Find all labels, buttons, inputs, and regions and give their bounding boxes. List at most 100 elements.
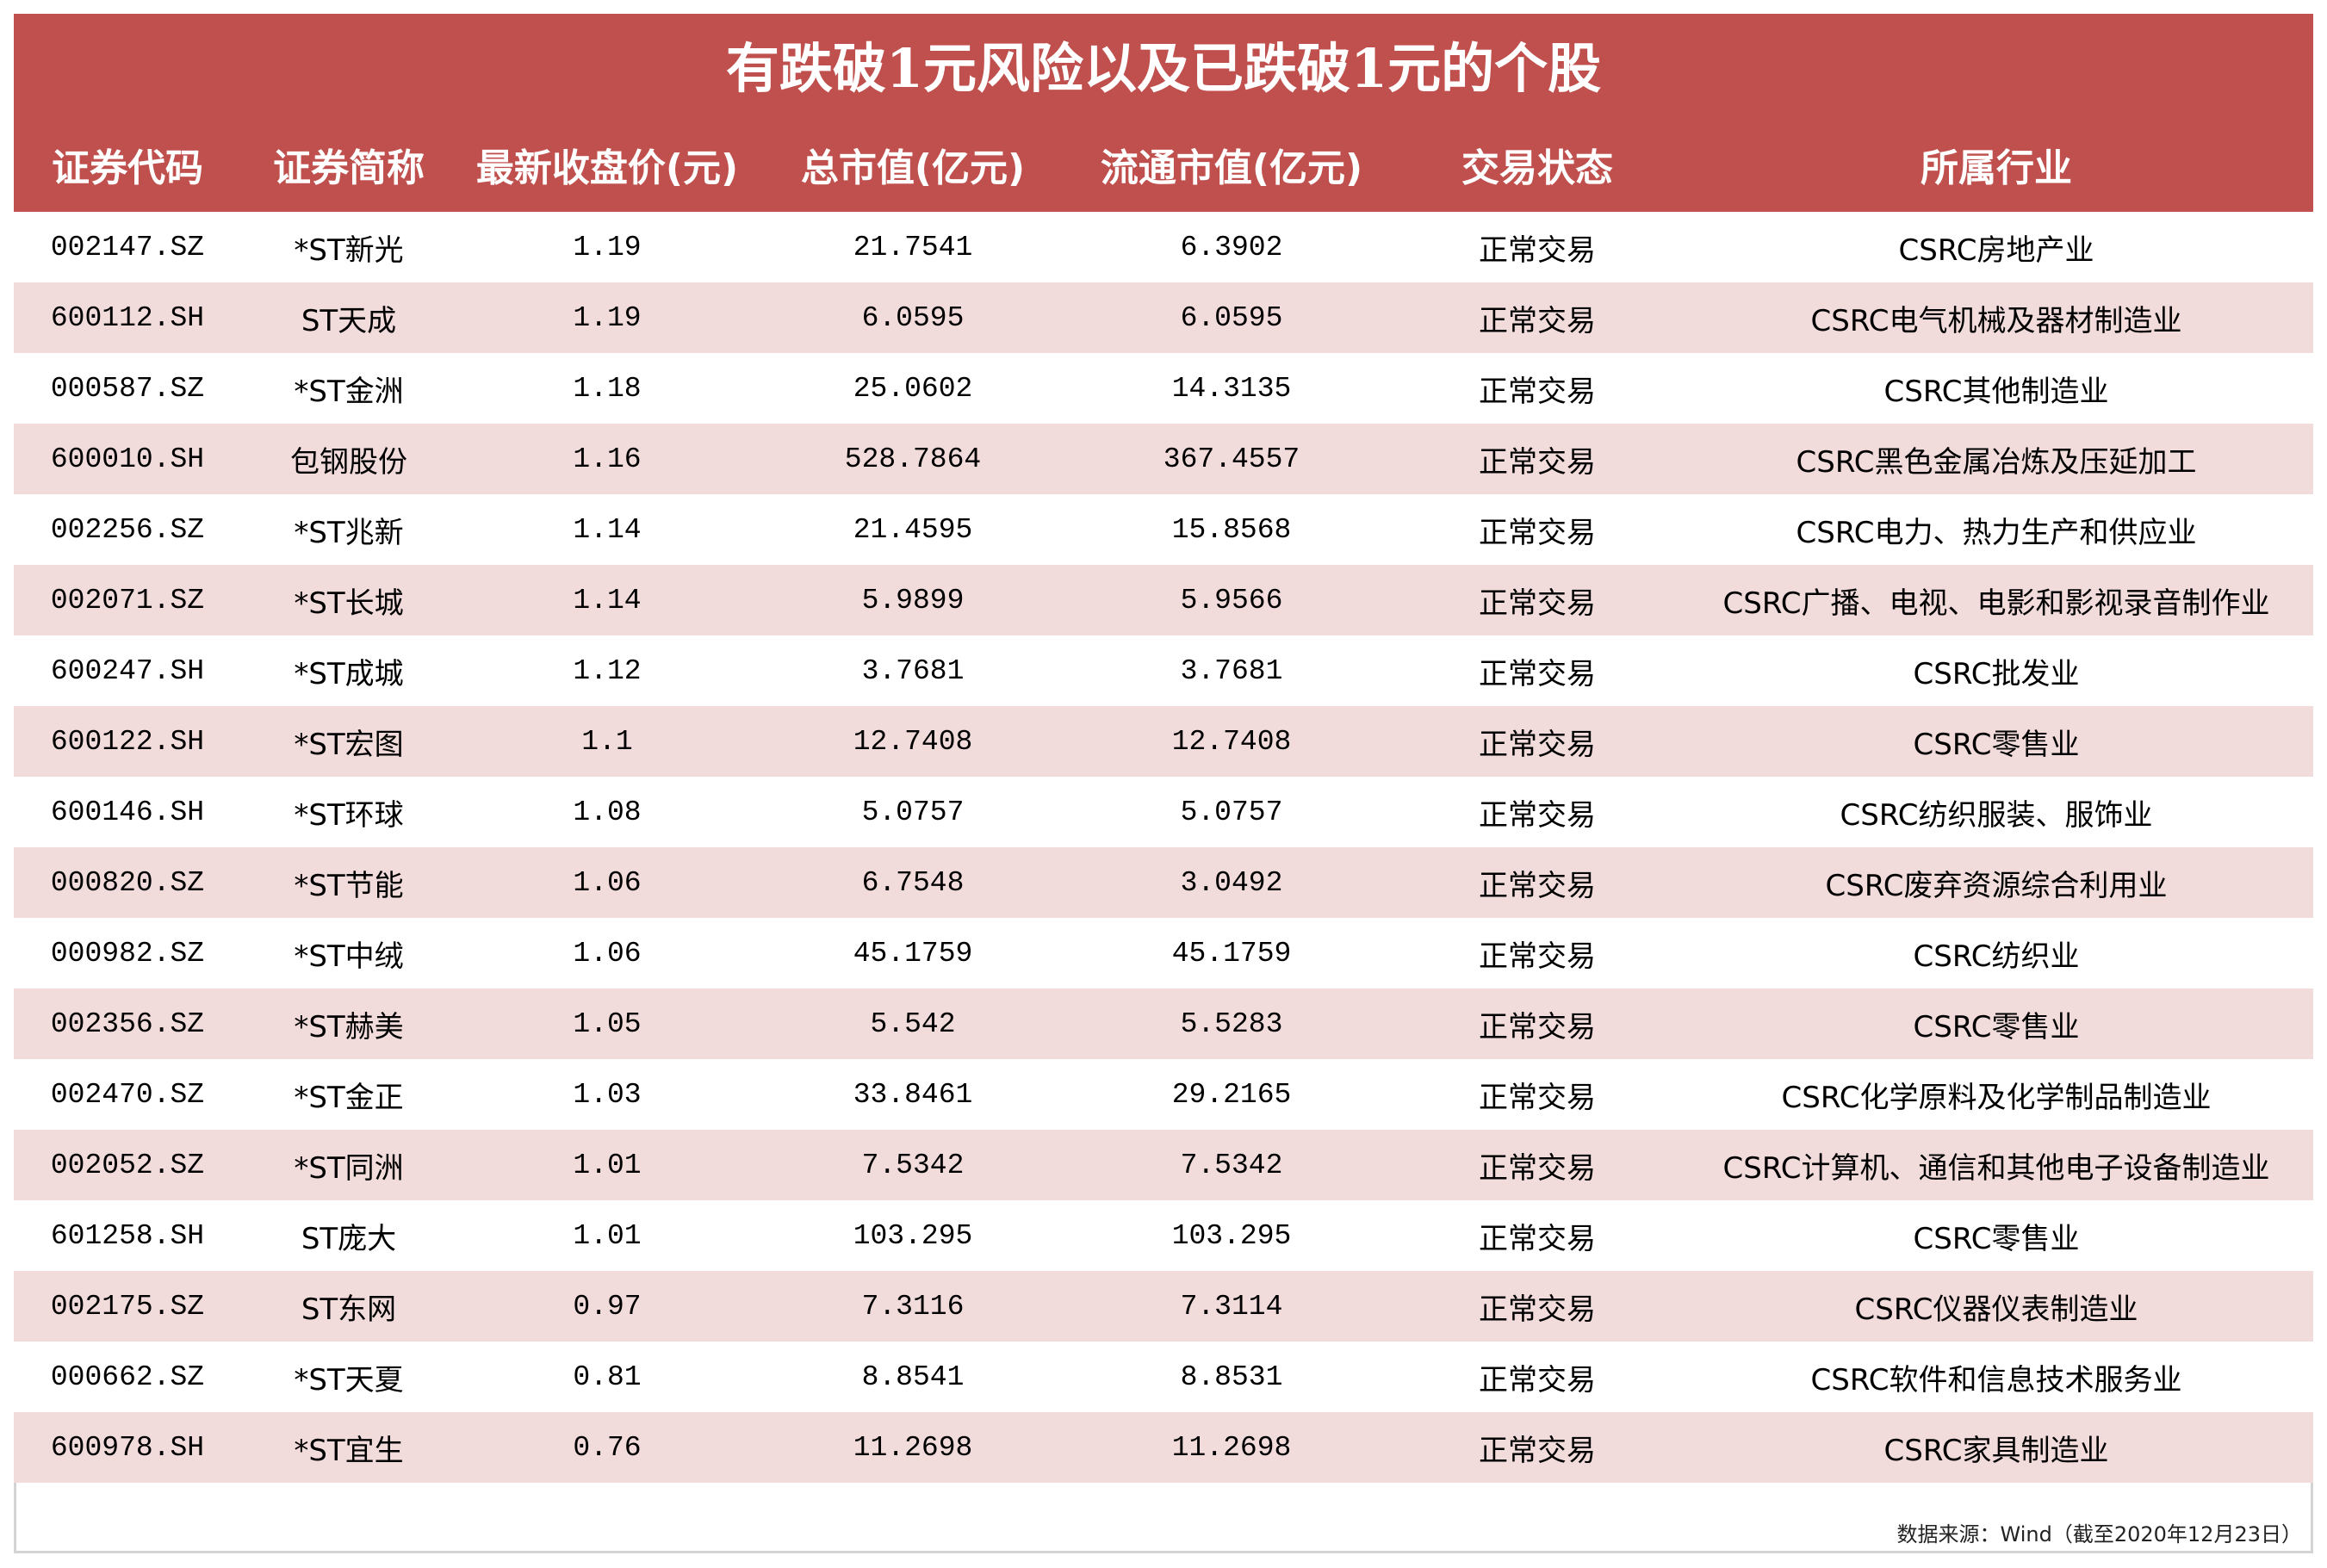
cell-name: *ST成城 [294, 656, 404, 691]
cell-name: *ST节能 [294, 868, 404, 903]
cell-close-price: 1.06 [573, 937, 642, 970]
cell-market-cap: 103.295 [853, 1219, 973, 1252]
column-header-industry: 所属行业 [1921, 146, 2072, 190]
cell-name: *ST新光 [294, 232, 404, 268]
cell-industry: CSRC电力、热力生产和供应业 [1796, 515, 2197, 550]
table-row: 000587.SZ *ST金洲 1.18 25.0602 14.3135 正常交易 CSRC… [14, 353, 2313, 424]
cell-name: *ST宜生 [294, 1433, 404, 1468]
cell-close-price: 1.19 [573, 301, 642, 334]
cell-market-cap: 11.2698 [853, 1431, 973, 1464]
cell-float-market-cap: 14.3135 [1171, 372, 1292, 405]
cell-industry: CSRC纺织服装、服饰业 [1840, 797, 2153, 833]
cell-float-market-cap: 45.1759 [1171, 937, 1292, 970]
cell-trading-status: 正常交易 [1479, 1362, 1596, 1398]
cell-code: 000982.SZ [50, 937, 205, 970]
table-row: 002175.SZ ST东网 0.97 7.3116 7.3114 正常交易 CSRC仪器仪… [14, 1271, 2313, 1342]
column-headers: 证券代码 证券简称 最新收盘价(元) 总市值(亿元) 流通市值(亿元) 交易状态… [14, 126, 2313, 212]
column-header-market-cap: 总市值(亿元) [800, 146, 1026, 190]
table-row: 002052.SZ *ST同洲 1.01 7.5342 7.5342 正常交易 CSRC计算… [14, 1130, 2313, 1200]
cell-code: 000820.SZ [50, 866, 205, 899]
table-row: 000820.SZ *ST节能 1.06 6.7548 3.0492 正常交易 CSRC废弃… [14, 847, 2313, 918]
cell-industry: CSRC软件和信息技术服务业 [1810, 1362, 2182, 1398]
cell-close-price: 1.19 [573, 231, 642, 263]
cell-name: *ST金洲 [294, 374, 404, 409]
cell-close-price: 1.03 [573, 1078, 642, 1111]
cell-trading-status: 正常交易 [1479, 868, 1596, 903]
column-header-close-price: 最新收盘价(元) [475, 146, 739, 190]
cell-trading-status: 正常交易 [1479, 797, 1596, 833]
cell-code: 600122.SH [50, 725, 205, 758]
table-body: 002147.SZ *ST新光 1.19 21.7541 6.3902 正常交易 CSRC房… [14, 212, 2313, 1483]
cell-float-market-cap: 5.0757 [1180, 796, 1283, 828]
cell-industry: CSRC零售业 [1913, 1009, 2080, 1044]
cell-industry: CSRC其他制造业 [1883, 374, 2109, 409]
table-row: 002470.SZ *ST金正 1.03 33.8461 29.2165 正常交易 CSRC… [14, 1059, 2313, 1130]
cell-name: *ST金正 [294, 1080, 404, 1115]
cell-trading-status: 正常交易 [1479, 1080, 1596, 1115]
table-row: 002256.SZ *ST兆新 1.14 21.4595 15.8568 正常交易 CSRC… [14, 494, 2313, 565]
cell-name: *ST环球 [294, 797, 404, 833]
cell-name: ST庞大 [301, 1221, 397, 1256]
cell-close-price: 0.76 [573, 1431, 642, 1464]
cell-industry: CSRC零售业 [1913, 727, 2080, 762]
cell-close-price: 0.97 [573, 1290, 642, 1323]
cell-trading-status: 正常交易 [1479, 232, 1596, 268]
cell-trading-status: 正常交易 [1479, 1009, 1596, 1044]
cell-market-cap: 25.0602 [853, 372, 973, 405]
table-row: 600010.SH 包钢股份 1.16 528.7864 367.4557 正常交易 CSR… [14, 424, 2313, 494]
cell-float-market-cap: 103.295 [1171, 1219, 1292, 1252]
cell-float-market-cap: 6.0595 [1180, 301, 1283, 334]
table-row: 600122.SH *ST宏图 1.1 12.7408 12.7408 正常交易 CSRC零… [14, 706, 2313, 777]
cell-market-cap: 5.9899 [861, 584, 965, 617]
cell-float-market-cap: 11.2698 [1171, 1431, 1292, 1464]
cell-market-cap: 8.8541 [861, 1360, 965, 1393]
cell-industry: CSRC家具制造业 [1883, 1433, 2109, 1468]
cell-float-market-cap: 5.5283 [1180, 1007, 1283, 1040]
column-header-float-market-cap: 流通市值(亿元) [1100, 146, 1363, 190]
cell-float-market-cap: 3.7681 [1180, 654, 1283, 687]
cell-industry: CSRC广播、电视、电影和影视录音制作业 [1722, 586, 2270, 621]
table-row: 002147.SZ *ST新光 1.19 21.7541 6.3902 正常交易 CSRC房… [14, 212, 2313, 282]
cell-close-price: 1.18 [573, 372, 642, 405]
cell-market-cap: 5.542 [870, 1007, 956, 1040]
cell-industry: CSRC房地产业 [1898, 232, 2094, 268]
table-row: 600112.SH ST天成 1.19 6.0595 6.0595 正常交易 CSRC电气机… [14, 282, 2313, 353]
cell-name: *ST长城 [294, 586, 404, 621]
cell-close-price: 1.01 [573, 1149, 642, 1181]
data-source-note: 数据来源：Wind（截至2020年12月23日） [1896, 1522, 2302, 1546]
cell-code: 002356.SZ [50, 1007, 205, 1040]
table-row: 600247.SH *ST成城 1.12 3.7681 3.7681 正常交易 CSRC批发… [14, 635, 2313, 706]
table-row: 000982.SZ *ST中绒 1.06 45.1759 45.1759 正常交易 CSRC… [14, 918, 2313, 989]
table-row: 600978.SH *ST宜生 0.76 11.2698 11.2698 正常交易 CSRC… [14, 1412, 2313, 1483]
cell-name: ST天成 [301, 303, 397, 338]
cell-float-market-cap: 3.0492 [1180, 866, 1283, 899]
column-header-code: 证券代码 [52, 146, 203, 190]
table-footer: 数据来源：Wind（截至2020年12月23日） [14, 1483, 2313, 1553]
cell-name: *ST天夏 [294, 1362, 404, 1398]
cell-market-cap: 3.7681 [861, 654, 965, 687]
cell-close-price: 1.05 [573, 1007, 642, 1040]
cell-market-cap: 528.7864 [844, 443, 982, 475]
table-row: 002356.SZ *ST赫美 1.05 5.542 5.5283 正常交易 CSRC零售业 [14, 989, 2313, 1059]
cell-close-price: 1.14 [573, 584, 642, 617]
cell-float-market-cap: 7.5342 [1180, 1149, 1283, 1181]
cell-name: *ST中绒 [294, 939, 404, 974]
table-row: 000662.SZ *ST天夏 0.81 8.8541 8.8531 正常交易 CSRC软件… [14, 1342, 2313, 1412]
cell-code: 000587.SZ [50, 372, 205, 405]
table-title: 有跌破1元风险以及已跌破1元的个股 [725, 37, 1602, 100]
cell-trading-status: 正常交易 [1479, 1292, 1596, 1327]
cell-trading-status: 正常交易 [1479, 1150, 1596, 1186]
cell-close-price: 1.14 [573, 513, 642, 546]
cell-market-cap: 12.7408 [853, 725, 973, 758]
cell-close-price: 1.01 [573, 1219, 642, 1252]
stock-table-panel: 有跌破1元风险以及已跌破1元的个股 证券代码 证券简称 最新收盘价(元) 总市值… [14, 14, 2313, 1553]
cell-market-cap: 7.5342 [861, 1149, 965, 1181]
cell-industry: CSRC零售业 [1913, 1221, 2080, 1256]
cell-trading-status: 正常交易 [1479, 1221, 1596, 1256]
cell-industry: CSRC计算机、通信和其他电子设备制造业 [1722, 1150, 2270, 1186]
cell-name: *ST赫美 [294, 1009, 404, 1044]
table-header: 有跌破1元风险以及已跌破1元的个股 证券代码 证券简称 最新收盘价(元) 总市值… [14, 14, 2313, 212]
cell-market-cap: 6.0595 [861, 301, 965, 334]
cell-float-market-cap: 15.8568 [1171, 513, 1292, 546]
cell-trading-status: 正常交易 [1479, 515, 1596, 550]
